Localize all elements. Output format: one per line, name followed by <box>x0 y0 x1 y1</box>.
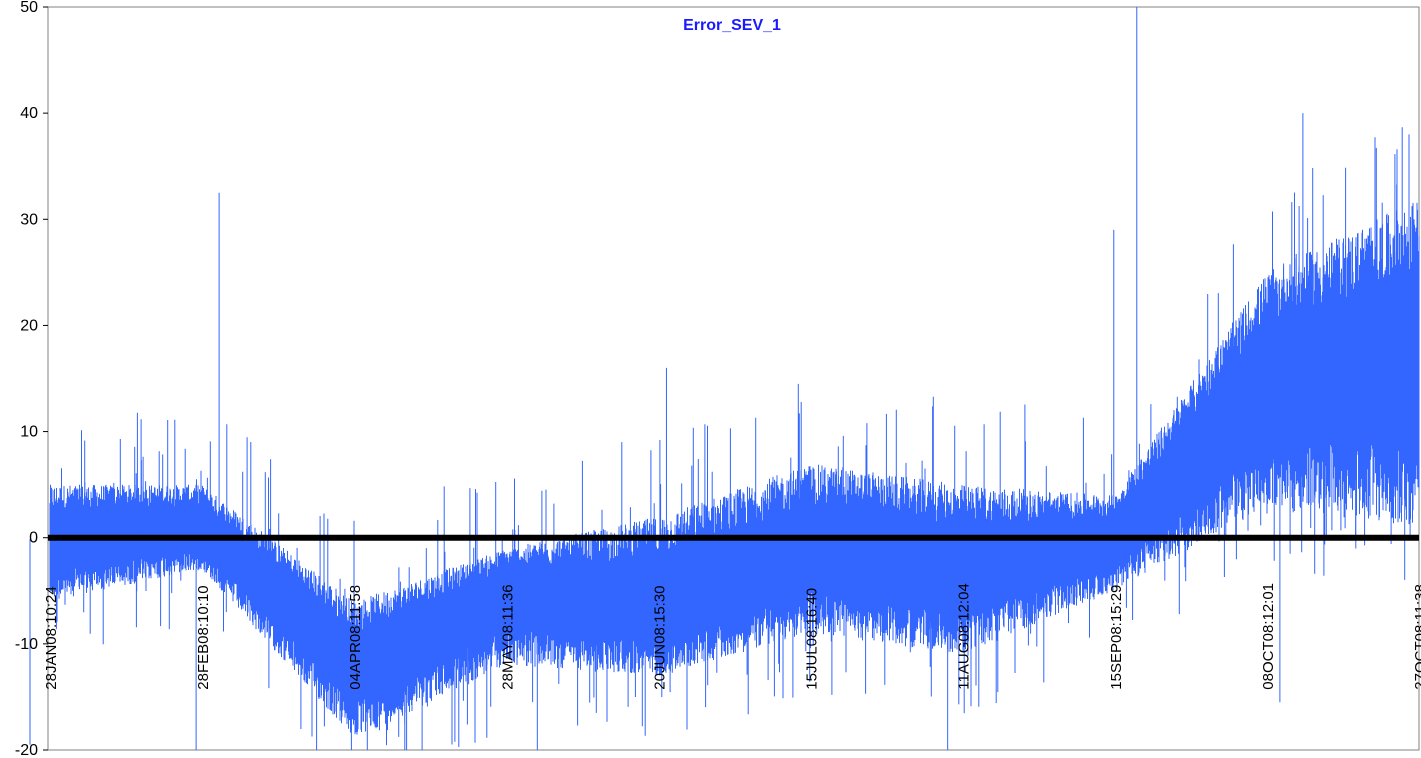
x-tick-label: 04APR08:11:58 <box>347 585 364 690</box>
x-tick-label: 15JUL08:16:40 <box>804 588 821 690</box>
y-tick-label: 10 <box>20 424 38 441</box>
y-tick-label: 20 <box>20 317 38 334</box>
x-tick-label: 28FEB08:10:10 <box>195 585 212 689</box>
chart-title: Error_SEV_1 <box>683 17 781 34</box>
x-tick-label: 11AUG08:12:04 <box>956 583 973 689</box>
x-tick-label: 28JAN08:10:24 <box>43 586 60 689</box>
x-tick-label: 27OCT08:11:38 <box>1412 584 1421 690</box>
x-tick-label: 20JUN08:15:30 <box>651 585 668 689</box>
y-tick-label: -10 <box>15 636 38 653</box>
x-tick-label: 28MAY08:11:36 <box>499 584 516 689</box>
y-tick-label: 40 <box>20 105 38 122</box>
y-tick-label: 30 <box>20 211 38 228</box>
y-tick-label: 0 <box>29 530 38 547</box>
x-tick-label: 08OCT08:12:01 <box>1260 583 1277 690</box>
y-tick-label: -20 <box>15 742 38 758</box>
y-tick-label: 50 <box>20 0 38 16</box>
x-tick-label: 15SEP08:15:29 <box>1108 585 1125 690</box>
